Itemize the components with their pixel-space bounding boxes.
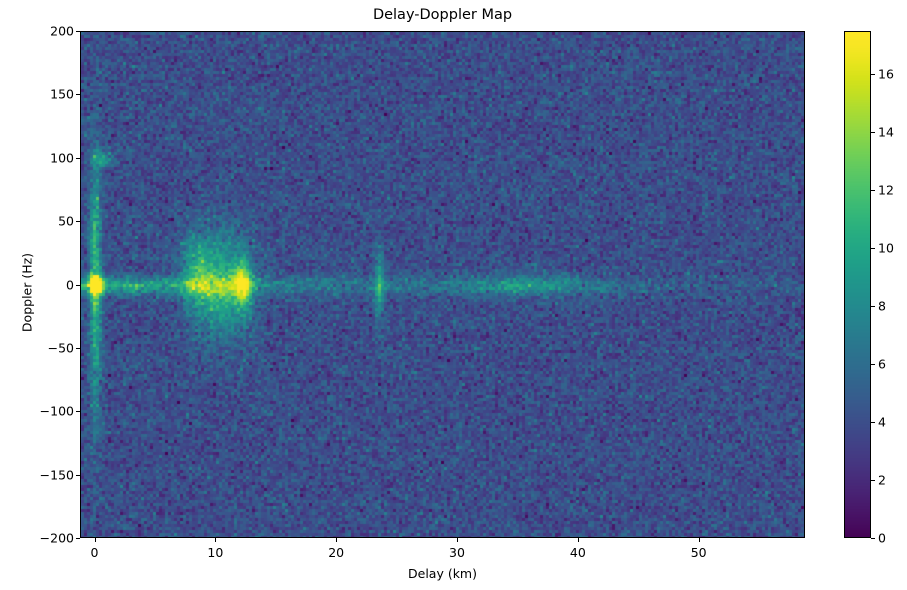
y-tick-label-text: 50: [58, 213, 74, 229]
y-tick-label: 150: [0, 87, 74, 102]
colorbar-tick-mark: [871, 422, 875, 424]
colorbar-tick-mark: [871, 480, 875, 482]
x-tick-label: 10: [207, 545, 224, 560]
y-tick-mark: [76, 538, 80, 539]
colorbar-tick-label: 0: [878, 530, 886, 546]
colorbar-tick-mark: [871, 132, 875, 134]
y-tick-label-text: −200: [39, 530, 74, 546]
y-tick-mark: [76, 474, 80, 476]
y-tick-label: 100: [0, 150, 74, 165]
heatmap-image: [81, 32, 804, 537]
colorbar-tick-label: 8: [878, 298, 886, 314]
colorbar-tick-label: 4: [878, 414, 886, 430]
y-tick-label-text: 150: [50, 86, 74, 102]
x-axis-label: Delay (km): [408, 566, 477, 581]
colorbar-tick-mark: [871, 306, 875, 308]
delay-doppler-heatmap-axes[interactable]: [80, 31, 805, 538]
y-tick-mark: [76, 347, 80, 349]
x-tick-mark: [457, 538, 458, 542]
y-tick-mark: [76, 284, 80, 286]
colorbar[interactable]: [844, 31, 871, 538]
colorbar-gradient: [845, 32, 870, 537]
y-tick-label: 0: [0, 277, 74, 292]
y-tick-label-text: −100: [39, 403, 74, 419]
y-tick-label-text: 200: [50, 23, 74, 39]
y-tick-mark: [76, 411, 80, 413]
y-tick-label-text: 100: [50, 150, 74, 166]
x-tick-label: 40: [569, 545, 586, 560]
y-tick-mark: [76, 31, 80, 32]
colorbar-tick-mark: [871, 538, 875, 539]
colorbar-tick-label: 16: [878, 66, 894, 82]
colorbar-tick-label: 2: [878, 472, 886, 488]
colorbar-tick-label: 10: [878, 240, 894, 256]
colorbar-tick-mark: [871, 364, 875, 366]
y-tick-label: −50: [0, 340, 74, 355]
colorbar-tick-label: 6: [878, 356, 886, 372]
x-tick-label: 30: [449, 545, 465, 560]
y-tick-label: 200: [0, 24, 74, 39]
x-tick-label: 20: [328, 545, 345, 560]
y-tick-label-text: −150: [39, 467, 74, 483]
chart-title: Delay-Doppler Map: [372, 7, 513, 23]
colorbar-tick-mark: [871, 74, 875, 76]
y-tick-label-text: −50: [47, 340, 74, 356]
colorbar-tick-label: 14: [878, 124, 894, 140]
x-tick-mark: [698, 538, 700, 542]
y-tick-label: 50: [0, 214, 74, 229]
colorbar-tick-label: 12: [878, 182, 894, 198]
y-tick-label: −150: [0, 467, 74, 482]
y-tick-label: −200: [0, 531, 74, 546]
x-tick-label: 0: [90, 545, 99, 560]
y-tick-label-text: 0: [66, 277, 74, 292]
colorbar-tick-mark: [871, 248, 875, 250]
y-axis-label: Doppler (Hz): [19, 252, 35, 333]
x-tick-mark: [215, 538, 217, 542]
y-tick-label: −100: [0, 404, 74, 419]
colorbar-tick-mark: [871, 190, 875, 192]
x-tick-mark: [94, 538, 96, 542]
y-tick-mark: [76, 221, 80, 223]
x-tick-mark: [577, 538, 579, 542]
y-tick-mark: [76, 157, 80, 159]
x-tick-label: 50: [690, 545, 707, 560]
y-tick-mark: [76, 94, 80, 96]
x-tick-mark: [336, 538, 338, 542]
